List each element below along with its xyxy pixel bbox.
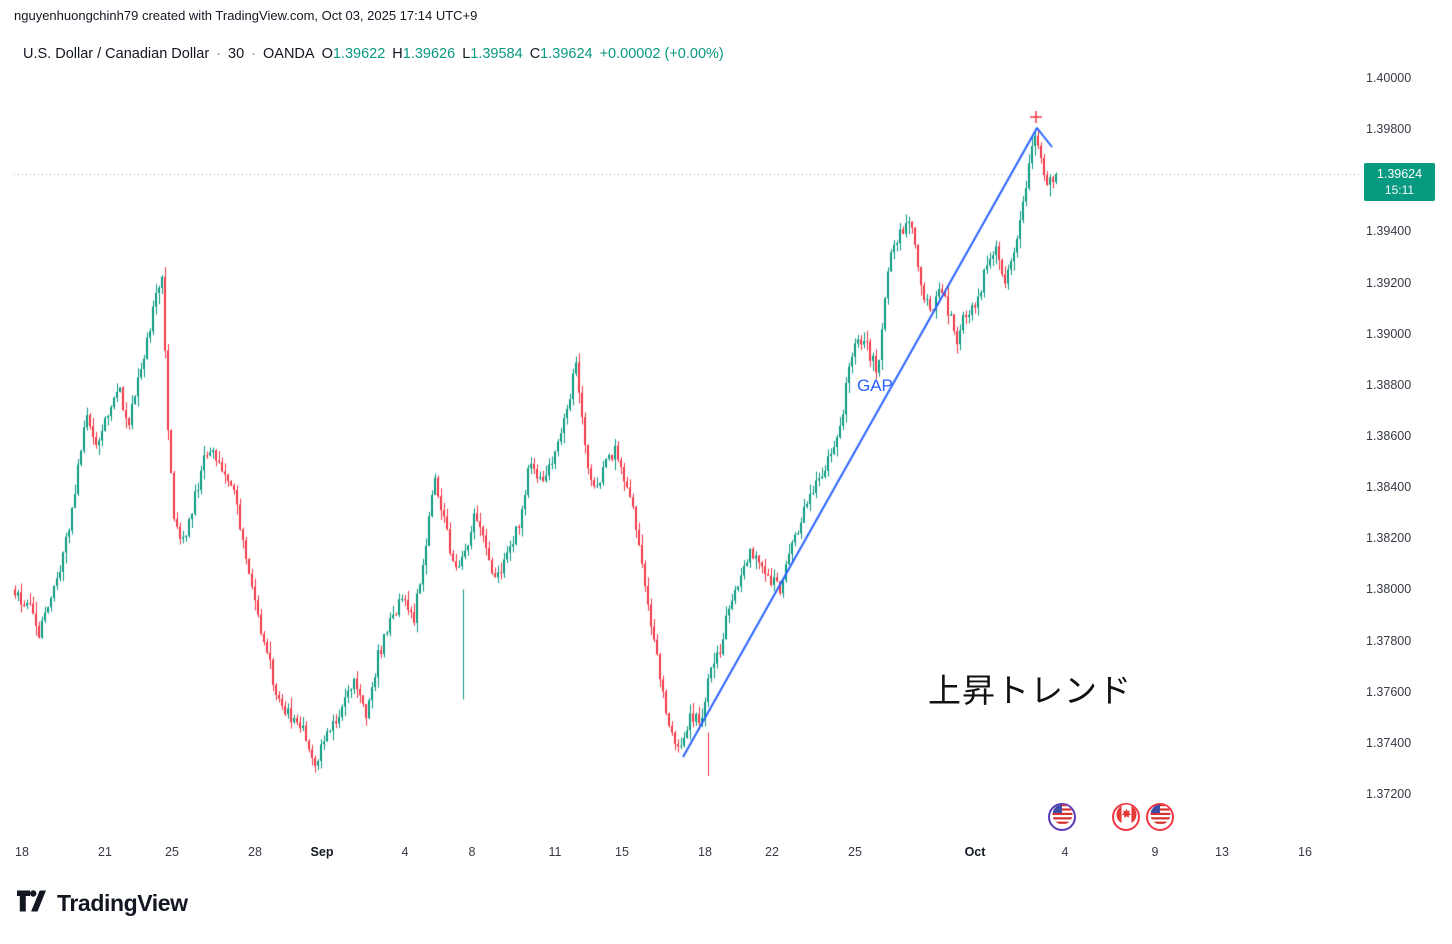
time-axis-label[interactable]: 8: [468, 845, 476, 859]
time-axis-label[interactable]: 15: [615, 845, 629, 859]
time-axis-label[interactable]: 25: [848, 845, 862, 859]
us-flag-icon: [1052, 804, 1073, 830]
time-axis-label[interactable]: 25: [165, 845, 179, 859]
canada-flag-icon: [1116, 804, 1137, 830]
interval-value[interactable]: 30: [228, 46, 245, 62]
exchange-name[interactable]: OANDA: [263, 46, 315, 62]
bar-countdown: 15:11: [1384, 183, 1415, 198]
economic-event-marker[interactable]: [1048, 803, 1076, 831]
price-axis-label[interactable]: 1.38000: [1366, 582, 1412, 597]
ohlc-close: C1.39624: [529, 46, 593, 62]
price-axis-label[interactable]: 1.38200: [1366, 531, 1412, 546]
us-flag-icon: [1150, 804, 1171, 830]
uptrend-annotation[interactable]: 上昇トレンド: [928, 672, 1132, 709]
price-change: +0.00002 (+0.00%): [599, 46, 724, 62]
current-price-badge[interactable]: 1.39624 15:11: [1364, 163, 1435, 202]
price-axis-label[interactable]: 1.39400: [1366, 224, 1412, 239]
time-axis-label[interactable]: 22: [765, 845, 779, 859]
price-axis-label[interactable]: 1.38600: [1366, 428, 1412, 443]
time-axis-label[interactable]: 4: [1061, 845, 1069, 859]
gap-annotation[interactable]: GAP: [857, 376, 893, 395]
tradingview-logo-icon: [17, 889, 48, 918]
chart-legend: U.S. Dollar / Canadian Dollar · 30 · OAN…: [23, 46, 724, 62]
price-axis-label[interactable]: 1.38400: [1366, 480, 1412, 495]
price-axis-label[interactable]: 1.37800: [1366, 633, 1412, 648]
time-axis-label[interactable]: 18: [698, 845, 712, 859]
time-axis-label[interactable]: 16: [1298, 845, 1312, 859]
time-axis-label[interactable]: 18: [15, 845, 29, 859]
time-axis-label[interactable]: 28: [248, 845, 262, 859]
price-axis-label[interactable]: 1.37200: [1366, 786, 1412, 801]
time-axis-label[interactable]: 11: [548, 845, 562, 859]
price-axis-label[interactable]: 1.38800: [1366, 377, 1412, 392]
price-axis-label[interactable]: 1.37600: [1366, 684, 1412, 699]
time-axis-label[interactable]: 13: [1215, 845, 1229, 859]
price-axis-label[interactable]: 1.39000: [1366, 326, 1412, 341]
economic-event-marker[interactable]: [1112, 803, 1140, 831]
ohlc-low: L1.39584: [462, 46, 523, 62]
time-axis-label[interactable]: Oct: [964, 845, 986, 859]
price-axis-label[interactable]: 1.39200: [1366, 275, 1412, 290]
tradingview-logo[interactable]: TradingView: [17, 889, 188, 918]
time-axis[interactable]: 18 21 25 28 Sep 4 8 11 15 18 22 25 Oct 4 9 13 16: [0, 843, 1370, 869]
time-axis-label[interactable]: Sep: [310, 845, 334, 859]
tradingview-logo-text: TradingView: [57, 890, 188, 916]
current-price-value: 1.39624: [1376, 167, 1423, 182]
price-axis-label[interactable]: 1.39800: [1366, 122, 1412, 137]
price-axis-label[interactable]: 1.37400: [1366, 735, 1412, 750]
price-axis-label[interactable]: 1.40000: [1366, 71, 1412, 85]
legend-separator: ·: [251, 46, 256, 62]
price-axis[interactable]: 1.400001.398001.396001.394001.392001.390…: [1360, 0, 1452, 870]
attribution-text: nguyenhuongchinh79 created with TradingV…: [14, 8, 478, 23]
time-axis-label[interactable]: 4: [401, 845, 409, 859]
time-axis-label[interactable]: 9: [1151, 845, 1159, 859]
economic-event-marker[interactable]: [1146, 803, 1174, 831]
legend-separator: ·: [216, 46, 222, 62]
symbol-name[interactable]: U.S. Dollar / Canadian Dollar: [23, 46, 210, 62]
ohlc-open: O1.39622: [321, 46, 386, 62]
time-axis-label[interactable]: 21: [98, 845, 112, 859]
ohlc-high: H1.39626: [392, 46, 456, 62]
